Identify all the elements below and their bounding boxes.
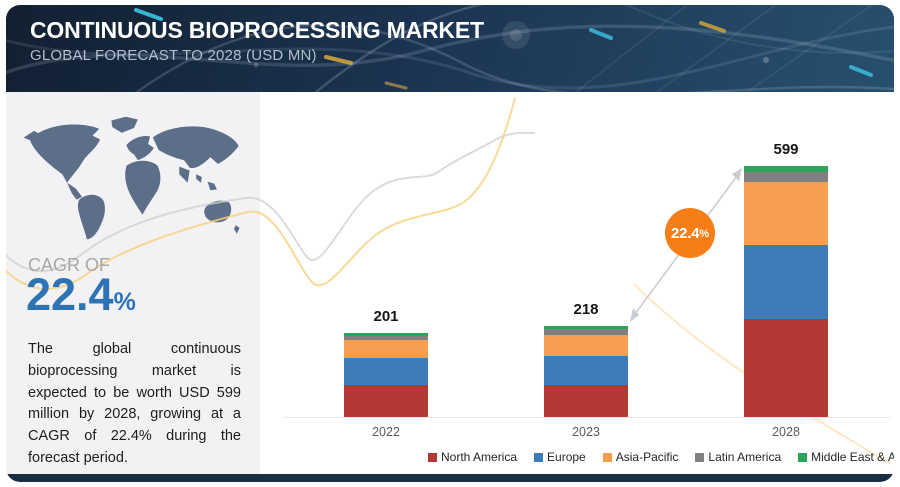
cagr-annotation-value: 22.4 <box>671 224 700 242</box>
bar-segment-north-america <box>744 319 828 417</box>
bar-value-label-2023: 218 <box>573 300 599 318</box>
bar-2023 <box>544 325 628 417</box>
legend-item-latin-america: Latin America <box>695 450 781 464</box>
page-title: CONTINUOUS BIOPROCESSING MARKET <box>30 17 484 43</box>
header-banner: CONTINUOUS BIOPROCESSING MARKET GLOBAL F… <box>6 5 894 92</box>
bar-segment-latin-america <box>744 171 828 183</box>
bar-segment-asia-pacific <box>544 334 628 356</box>
x-tick-2022: 2022 <box>372 425 400 439</box>
legend-label-latin-america: Latin America <box>708 450 782 464</box>
legend-swatch-asia-pacific <box>602 452 612 462</box>
bar-segment-middle-east-africa <box>744 166 828 172</box>
cagr-number: 22.4 <box>26 269 114 320</box>
bar-segment-north-america <box>544 385 628 417</box>
x-tick-2023: 2023 <box>572 425 600 439</box>
cagr-annotation-bubble: 22.4% <box>665 208 715 258</box>
bar-2022 <box>344 332 428 417</box>
infographic-card: CONTINUOUS BIOPROCESSING MARKET GLOBAL F… <box>6 5 894 482</box>
x-axis-line <box>282 417 890 418</box>
bar-segment-latin-america <box>544 329 628 335</box>
chart-area: 22.4% 201 2022 218 2023 599 2028 North Americ… <box>260 92 894 474</box>
bar-value-label-2028: 599 <box>773 141 799 159</box>
cagr-value: 22.4% <box>26 270 136 320</box>
cagr-percent-sign: % <box>113 288 136 316</box>
market-summary-text: The global continuous bioprocessing mark… <box>28 341 241 466</box>
bar-segment-middle-east-africa <box>544 325 628 330</box>
bar-segment-latin-america <box>344 335 428 340</box>
legend-item-north-america: North America <box>428 450 517 464</box>
page-subtitle: GLOBAL FORECAST TO 2028 (USD MN) <box>30 47 317 65</box>
chart-legend: North America Europe Asia-Pacific Latin Ame… <box>428 450 894 464</box>
header-network-decoration <box>6 5 894 92</box>
legend-label-europe: Europe <box>547 450 586 464</box>
legend-item-asia-pacific: Asia-Pacific <box>602 450 679 464</box>
bar-segment-asia-pacific <box>744 182 828 245</box>
bar-segment-north-america <box>344 385 428 417</box>
bar-segment-asia-pacific <box>344 339 428 359</box>
footer-strip <box>6 474 894 482</box>
legend-swatch-middle-east-africa <box>798 452 808 462</box>
bar-segment-middle-east-africa <box>344 332 428 336</box>
cagr-annotation-percent: % <box>699 228 709 240</box>
legend-swatch-north-america <box>428 452 437 462</box>
bar-segment-europe <box>744 244 828 319</box>
legend-label-north-america: North America <box>441 450 518 464</box>
bar-segment-europe <box>544 355 628 386</box>
legend-swatch-latin-america <box>695 452 705 462</box>
x-tick-2028: 2028 <box>772 425 800 439</box>
bar-value-label-2022: 201 <box>373 307 399 325</box>
world-map <box>23 116 240 240</box>
legend-swatch-europe <box>534 452 544 462</box>
legend-item-middle-east-africa: Middle East & Africa <box>798 450 894 464</box>
content-body: CAGR OF 22.4% The global continuous biop… <box>6 92 894 474</box>
bar-segment-europe <box>344 358 428 386</box>
sidebar: CAGR OF 22.4% The global continuous biop… <box>6 92 260 474</box>
legend-item-europe: Europe <box>534 450 586 464</box>
legend-label-asia-pacific: Asia-Pacific <box>615 450 679 464</box>
bar-2028 <box>744 166 828 417</box>
legend-label-middle-east-africa: Middle East & Africa <box>811 450 894 464</box>
